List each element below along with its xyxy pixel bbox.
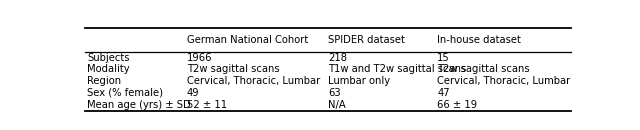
Text: 52 ± 11: 52 ± 11: [187, 100, 227, 110]
Text: T2w sagittal scans: T2w sagittal scans: [437, 64, 530, 74]
Text: Region: Region: [88, 76, 122, 86]
Text: N/A: N/A: [328, 100, 346, 110]
Text: Lumbar only: Lumbar only: [328, 76, 390, 86]
Text: 66 ± 19: 66 ± 19: [437, 100, 477, 110]
Text: 218: 218: [328, 53, 347, 63]
Text: German National Cohort: German National Cohort: [187, 35, 308, 45]
Text: Sex (% female): Sex (% female): [88, 88, 163, 98]
Text: Subjects: Subjects: [88, 53, 130, 63]
Text: 15: 15: [437, 53, 450, 63]
Text: Modality: Modality: [88, 64, 130, 74]
Text: Cervical, Thoracic, Lumbar: Cervical, Thoracic, Lumbar: [187, 76, 320, 86]
Text: SPIDER dataset: SPIDER dataset: [328, 35, 405, 45]
Text: 49: 49: [187, 88, 199, 98]
Text: 63: 63: [328, 88, 340, 98]
Text: T2w sagittal scans: T2w sagittal scans: [187, 64, 279, 74]
Text: 1966: 1966: [187, 53, 212, 63]
Text: In-house dataset: In-house dataset: [437, 35, 521, 45]
Text: Mean age (yrs) ± SD: Mean age (yrs) ± SD: [88, 100, 191, 110]
Text: 47: 47: [437, 88, 450, 98]
Text: Cervical, Thoracic, Lumbar: Cervical, Thoracic, Lumbar: [437, 76, 570, 86]
Text: T1w and T2w sagittal scans: T1w and T2w sagittal scans: [328, 64, 467, 74]
